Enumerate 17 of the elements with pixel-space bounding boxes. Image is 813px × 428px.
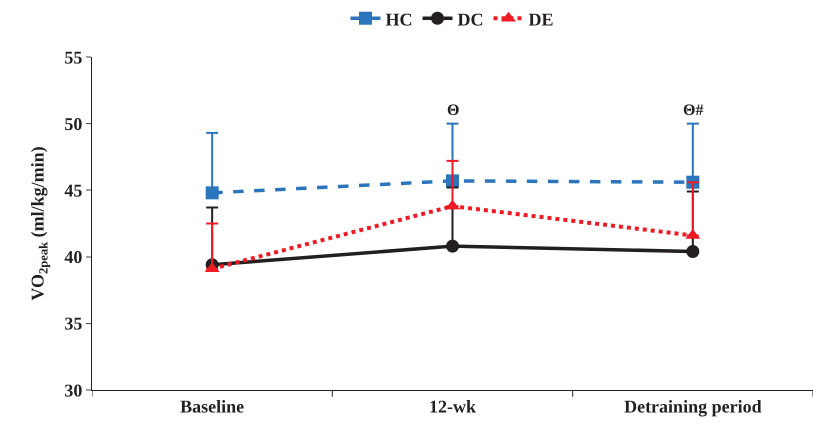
y-tick-label: 45 <box>64 180 82 200</box>
legend-label: DE <box>528 9 554 30</box>
y-tick-label: 40 <box>64 247 82 268</box>
y-tick-label: 30 <box>64 380 82 400</box>
x-tick-label: Baseline <box>180 396 244 417</box>
annotation: Θ# <box>683 102 704 119</box>
y-tick-label: 35 <box>64 314 82 334</box>
y-tick-label: 50 <box>64 114 82 134</box>
point <box>686 244 700 258</box>
x-tick-label: Detraining period <box>624 396 762 417</box>
x-tick-label: 12-wk <box>428 396 476 417</box>
point <box>446 240 459 253</box>
y-tick-label: 55 <box>64 47 82 68</box>
point <box>206 186 219 200</box>
annotation: Θ <box>447 102 460 119</box>
legend-label: HC <box>386 9 412 30</box>
legend-label: DC <box>458 9 484 30</box>
